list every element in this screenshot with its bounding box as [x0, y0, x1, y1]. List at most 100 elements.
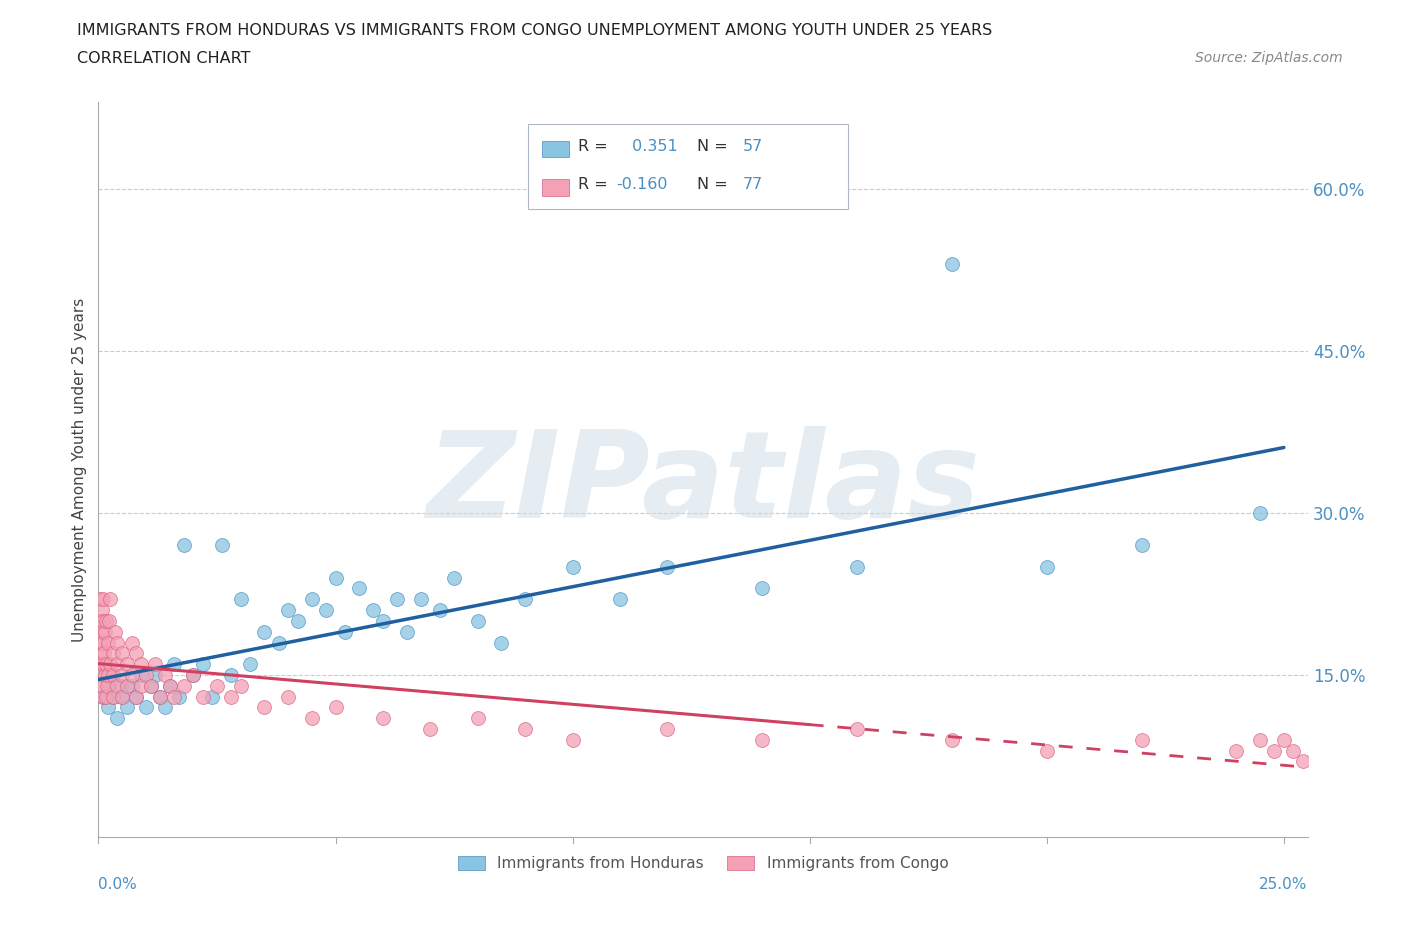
Point — [191, 657, 214, 671]
Point — [467, 614, 489, 629]
Point — [89, 635, 111, 650]
Point — [101, 668, 124, 683]
Point — [163, 689, 186, 704]
Text: N =: N = — [697, 139, 733, 153]
Point — [1292, 754, 1315, 769]
Point — [105, 711, 128, 725]
Point — [1272, 732, 1295, 747]
Point — [395, 624, 418, 639]
Point — [91, 614, 114, 629]
Point — [657, 560, 679, 575]
Point — [98, 591, 121, 606]
Point — [129, 657, 152, 671]
Point — [1036, 560, 1059, 575]
Point — [121, 668, 143, 683]
Point — [93, 646, 115, 661]
Point — [167, 689, 190, 704]
Text: Source: ZipAtlas.com: Source: ZipAtlas.com — [1195, 51, 1343, 65]
Legend: Immigrants from Honduras, Immigrants from Congo: Immigrants from Honduras, Immigrants fro… — [451, 850, 955, 877]
Point — [301, 711, 323, 725]
Bar — [543, 141, 569, 157]
Point — [91, 668, 114, 683]
Point — [97, 635, 120, 650]
Text: 25.0%: 25.0% — [1260, 877, 1308, 893]
Point — [333, 624, 356, 639]
Point — [129, 678, 152, 693]
Y-axis label: Unemployment Among Youth under 25 years: Unemployment Among Youth under 25 years — [72, 298, 87, 642]
Point — [94, 689, 117, 704]
Point — [104, 624, 127, 639]
Point — [267, 635, 290, 650]
Point — [301, 591, 323, 606]
Text: IMMIGRANTS FROM HONDURAS VS IMMIGRANTS FROM CONGO UNEMPLOYMENT AMONG YOUTH UNDER: IMMIGRANTS FROM HONDURAS VS IMMIGRANTS F… — [77, 23, 993, 38]
Point — [91, 678, 114, 693]
Point — [385, 591, 408, 606]
Point — [97, 678, 120, 693]
Point — [229, 591, 252, 606]
Text: CORRELATION CHART: CORRELATION CHART — [77, 51, 250, 66]
Point — [115, 678, 138, 693]
Point — [105, 635, 128, 650]
Text: N =: N = — [697, 177, 733, 193]
Point — [91, 591, 114, 606]
Point — [105, 657, 128, 671]
Point — [101, 646, 124, 661]
Point — [97, 668, 120, 683]
Point — [135, 668, 157, 683]
Point — [515, 722, 537, 737]
Point — [97, 614, 120, 629]
Point — [153, 668, 176, 683]
Point — [105, 678, 128, 693]
Point — [491, 635, 513, 650]
Point — [111, 646, 134, 661]
Point — [121, 678, 143, 693]
Point — [96, 614, 118, 629]
Point — [181, 668, 204, 683]
Point — [287, 614, 309, 629]
Point — [467, 711, 489, 725]
Point — [515, 591, 537, 606]
Point — [125, 646, 148, 661]
Point — [91, 635, 114, 650]
Point — [239, 657, 262, 671]
Point — [1036, 743, 1059, 758]
Point — [101, 668, 124, 683]
Point — [253, 624, 276, 639]
Point — [657, 722, 679, 737]
Point — [97, 700, 120, 715]
Point — [181, 668, 204, 683]
Point — [371, 614, 394, 629]
Point — [173, 678, 195, 693]
Point — [159, 678, 181, 693]
Point — [163, 657, 186, 671]
Text: ZIPatlas: ZIPatlas — [426, 426, 980, 543]
Point — [129, 668, 152, 683]
Point — [941, 257, 963, 272]
Point — [96, 678, 118, 693]
Text: 57: 57 — [742, 139, 763, 153]
Point — [1249, 505, 1271, 520]
Point — [149, 689, 172, 704]
Point — [347, 581, 370, 596]
Text: R =: R = — [578, 177, 613, 193]
Point — [115, 657, 138, 671]
Point — [277, 603, 299, 618]
Point — [111, 668, 134, 683]
Point — [125, 689, 148, 704]
Point — [159, 678, 181, 693]
Point — [125, 689, 148, 704]
Text: 0.0%: 0.0% — [98, 877, 138, 893]
Point — [419, 722, 441, 737]
Text: R =: R = — [578, 139, 613, 153]
Point — [1249, 732, 1271, 747]
Point — [371, 711, 394, 725]
Point — [89, 614, 111, 629]
Point — [751, 732, 773, 747]
Point — [101, 689, 124, 704]
Point — [135, 700, 157, 715]
Point — [143, 657, 166, 671]
Point — [363, 603, 385, 618]
Point — [115, 700, 138, 715]
Point — [91, 689, 114, 704]
Point — [325, 570, 347, 585]
